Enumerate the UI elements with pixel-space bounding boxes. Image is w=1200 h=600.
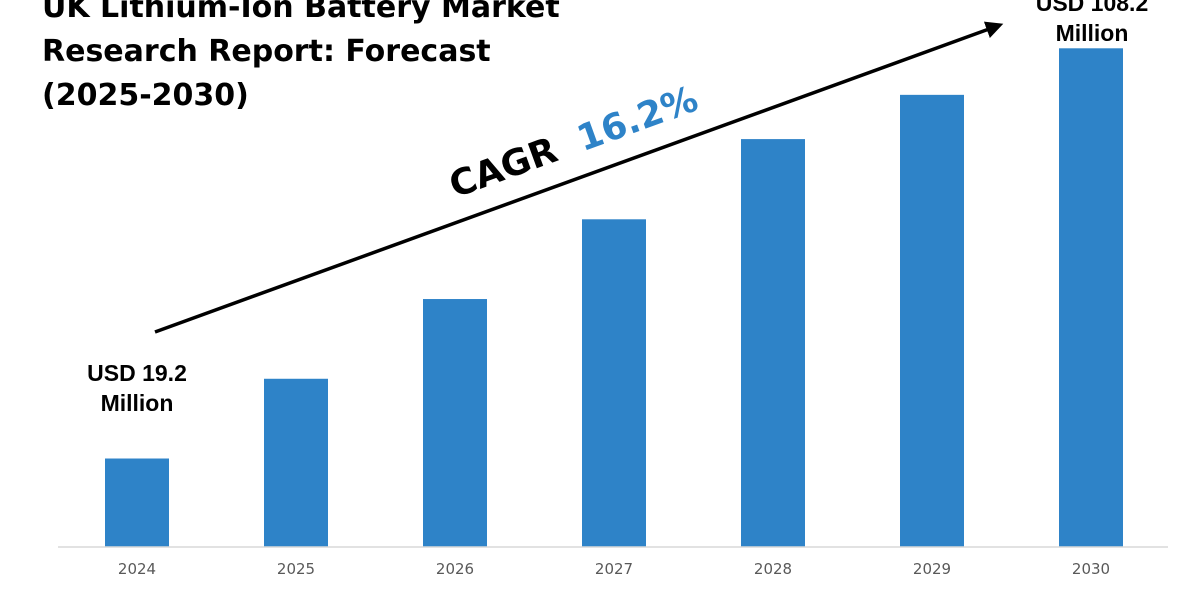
bar-2030 <box>1059 48 1123 548</box>
x-tick-label-2024: 2024 <box>118 560 156 578</box>
x-tick-label-2029: 2029 <box>913 560 951 578</box>
end-value-unit: Million <box>1055 20 1129 46</box>
cagr-prefix: CAGR <box>444 130 563 207</box>
title-line-3: (2025-2030) <box>42 78 249 113</box>
bar-2029 <box>900 94 964 548</box>
x-tick-label-2026: 2026 <box>436 560 474 578</box>
title-line-2: Research Report: Forecast <box>42 34 491 69</box>
bar-2024 <box>105 458 169 547</box>
start-value-callout: USD 19.2 Million <box>82 358 192 418</box>
start-value-unit: Million <box>100 390 174 416</box>
bar-2028 <box>741 139 805 547</box>
bar-2025 <box>264 378 328 547</box>
x-tick-label-2027: 2027 <box>595 560 633 578</box>
start-value-amount: USD 19.2 <box>87 360 187 386</box>
growth-arrow <box>154 21 1004 334</box>
end-value-callout: USD 108.2 Million <box>1017 0 1167 48</box>
x-tick-label-2030: 2030 <box>1072 560 1110 578</box>
x-tick-label-2025: 2025 <box>277 560 315 578</box>
bar-2026 <box>423 299 487 547</box>
x-tick-label-2028: 2028 <box>754 560 792 578</box>
end-value-amount: USD 108.2 <box>1035 0 1149 16</box>
title-line-1: UK Lithium-Ion Battery Market <box>42 0 560 25</box>
chart-title: UK Lithium-Ion Battery Market Research R… <box>42 0 602 118</box>
bar-2027 <box>582 219 646 547</box>
